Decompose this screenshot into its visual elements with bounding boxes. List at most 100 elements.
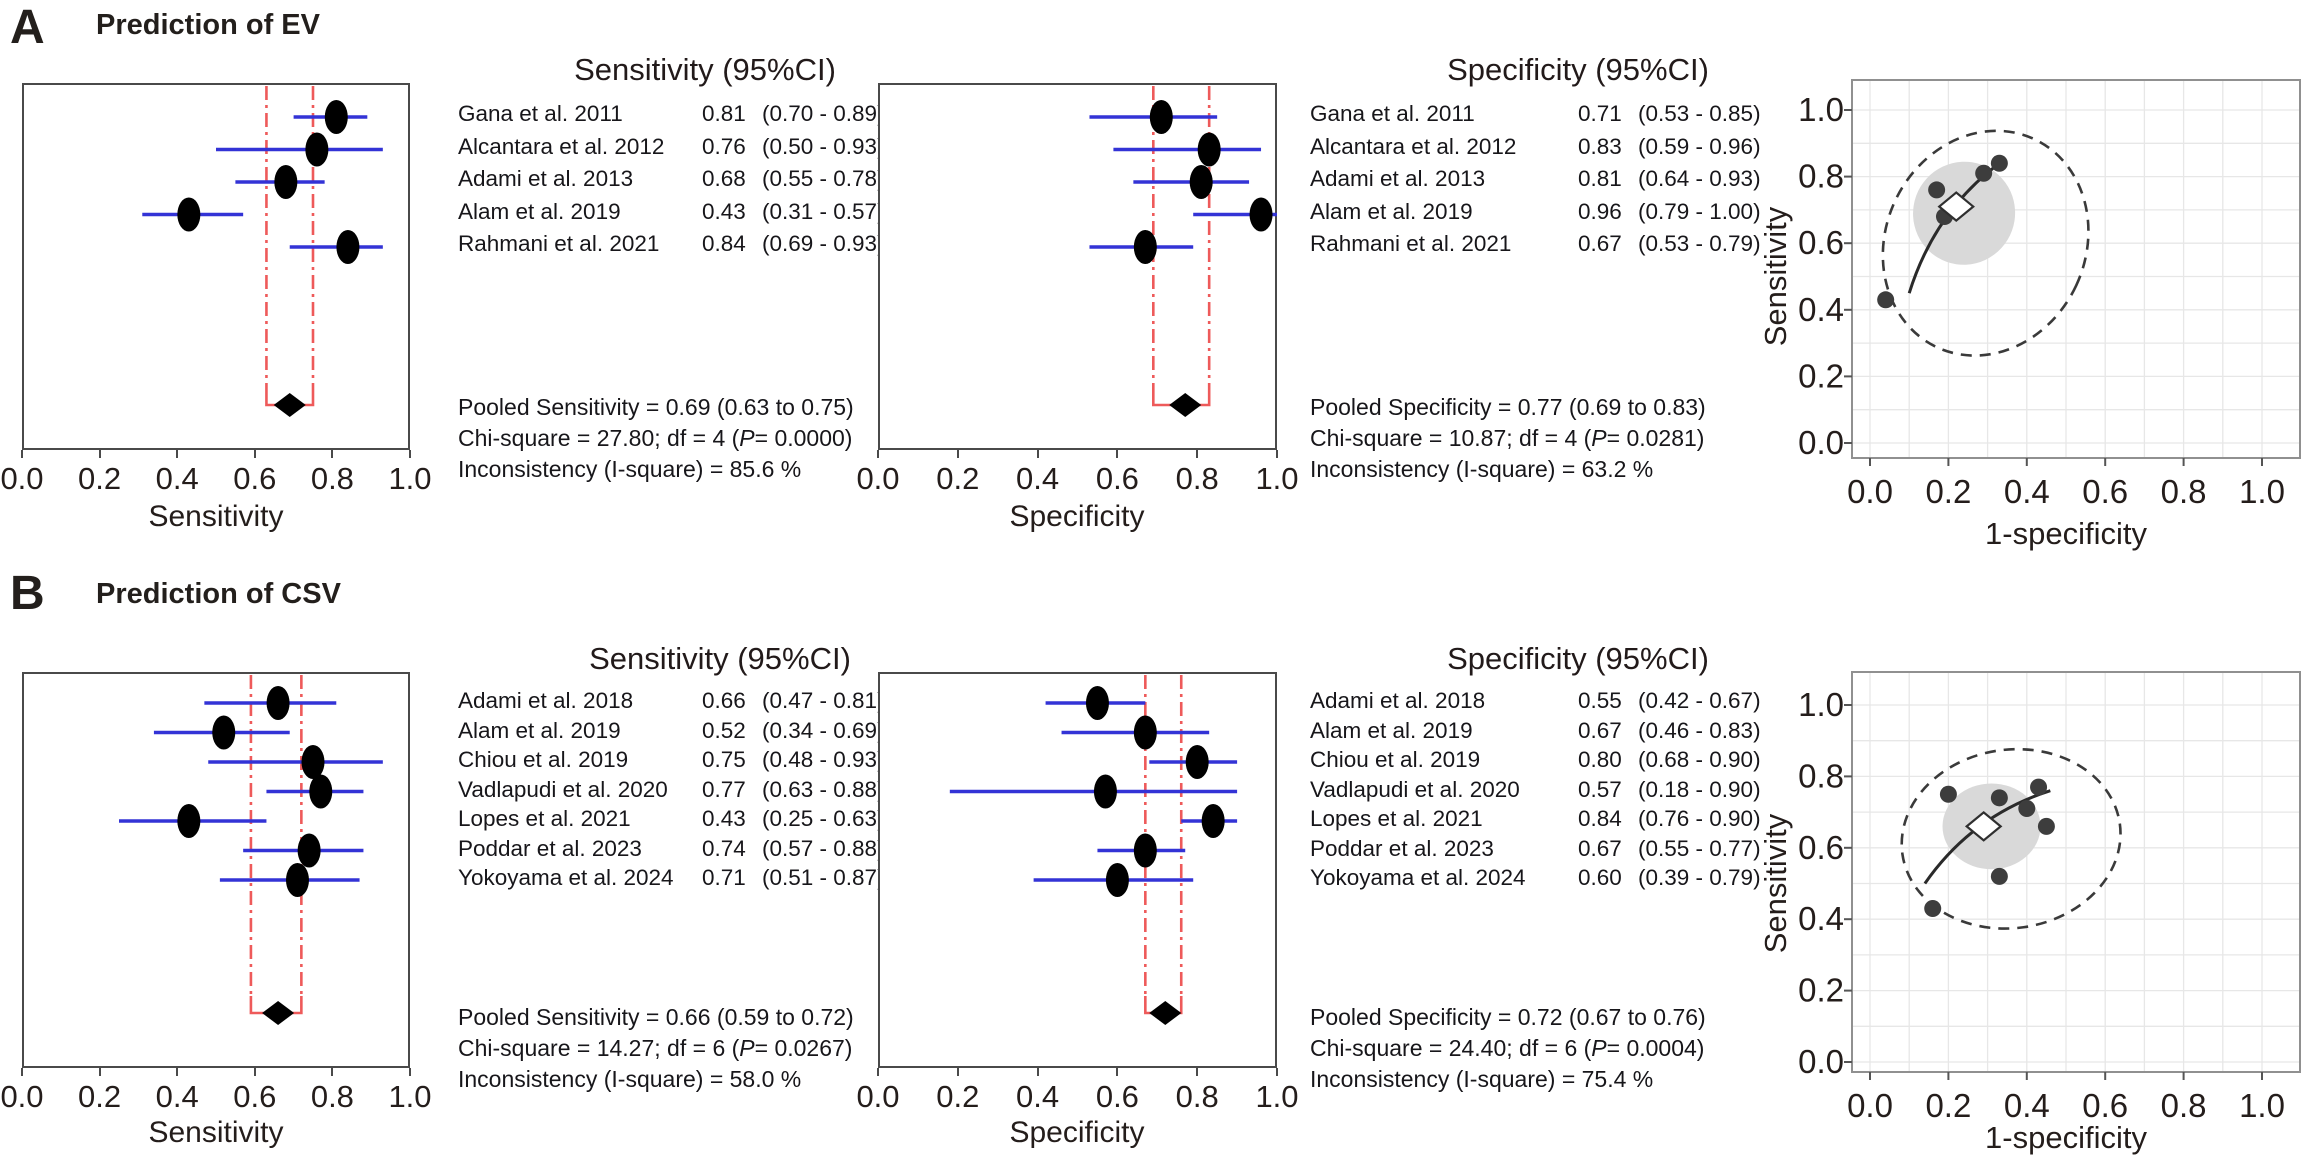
study-row: Chiou et al. 2019 0.75 (0.48 - 0.93) (458, 747, 938, 777)
study-point-marker (266, 686, 290, 720)
study-point-marker (1133, 715, 1157, 750)
axis-tick-label: 1.0 (1255, 461, 1299, 496)
axis-tick-label: 0.2 (78, 461, 122, 496)
x-axis-tick-label: 0.0 (1847, 473, 1893, 510)
study-name: Lopes et al. 2021 (1310, 806, 1483, 831)
study-point-marker (285, 863, 309, 897)
study-point-marker (1133, 230, 1157, 264)
axis-tick-label: 0.0 (856, 461, 900, 496)
inconsistency-line: Inconsistency (I-square) = 63.2 % (1310, 456, 1654, 482)
panel-a-label: A (10, 1, 45, 54)
study-point (2030, 778, 2048, 796)
inconsistency-line: Inconsistency (I-square) = 75.4 % (1310, 1066, 1654, 1092)
summary-point-diamond (1937, 191, 1975, 222)
plot-frame (1851, 79, 2301, 459)
study-row: Poddar et al. 2023 0.67 (0.55 - 0.77) (1310, 836, 1790, 866)
study-estimate: 0.67 (1578, 231, 1622, 256)
axis-tick-label: 0.0 (0, 461, 44, 496)
x-axis-tick-label: 0.4 (2004, 1087, 2050, 1124)
x-axis-tick-label: 0.4 (2004, 473, 2050, 510)
study-estimate: 0.52 (702, 717, 746, 743)
study-name: Vadlapudi et al. 2020 (458, 776, 668, 802)
study-point-marker (1093, 774, 1117, 809)
sroc-plot-a: 0.0 0.2 0.4 0.6 0.8 1.0 0.0 0.2 0.4 0.6 0.8 1.0 1-sp… (1758, 55, 2314, 565)
study-row: Yokoyama et al. 2024 0.60 (0.39 - 0.79) (1310, 865, 1790, 895)
study-name: Yokoyama et al. 2024 (458, 865, 674, 890)
y-axis-title: Sensitivity (1760, 813, 1793, 953)
x-axis-title: Specificity (1009, 1116, 1145, 1149)
prediction-region-ellipse (1900, 747, 2122, 930)
study-name: Vadlapudi et al. 2020 (1310, 776, 1520, 802)
prediction-region-ellipse (1881, 129, 2090, 357)
axis-tick-mark (1116, 450, 1119, 458)
study-name: Adami et al. 2018 (458, 688, 634, 713)
pooled-stats: Pooled Specificity = 0.72 (0.67 to 0.76)… (1310, 1002, 1706, 1095)
study-name: Rahmani et al. 2021 (1310, 231, 1512, 256)
study-estimate: 0.84 (702, 231, 746, 256)
x-axis-tick-label: 0.0 (1847, 1087, 1893, 1124)
study-name: Poddar et al. 2023 (458, 835, 642, 861)
axis-tick-mark (877, 450, 879, 458)
study-point-marker (1133, 833, 1157, 868)
axis-tick-mark (409, 450, 411, 458)
inconsistency-line: Inconsistency (I-square) = 58.0 % (458, 1066, 802, 1092)
study-point-marker (1185, 745, 1209, 779)
study-point-marker (212, 715, 236, 750)
study-point-marker (1105, 863, 1129, 897)
axis-tick-label: 0.8 (1175, 1079, 1219, 1114)
axis-tick-label: 0.4 (155, 1079, 199, 1114)
study-ci: (0.63 - 0.88) (762, 776, 885, 802)
axis-tick-label: 0.4 (1016, 461, 1060, 496)
study-estimate: 0.76 (702, 133, 746, 159)
study-name: Gana et al. 2011 (1310, 101, 1475, 126)
study-point-marker (1085, 686, 1109, 720)
axis-tick-label: 0.2 (78, 1079, 122, 1114)
study-point-marker (274, 165, 298, 199)
axis-tick-mark (956, 450, 959, 458)
chi-square-line: Chi-square = 27.80; df = 4 (P= 0.0000) (458, 425, 853, 451)
panel-b-title: Prediction of CSV (96, 578, 341, 610)
study-ci: (0.53 - 0.85) (1638, 101, 1761, 126)
x-axis-tick-label: 0.2 (1925, 473, 1971, 510)
study-estimate: 0.60 (1578, 865, 1622, 890)
study-row: Adami et al. 2018 0.66 (0.47 - 0.81) (458, 688, 938, 718)
study-row: Lopes et al. 2021 0.84 (0.76 - 0.90) (1310, 806, 1790, 836)
study-estimate: 0.77 (702, 776, 746, 802)
study-estimate: 0.83 (1578, 133, 1622, 159)
x-axis-tick-label: 0.6 (2082, 1087, 2128, 1124)
study-point-marker (336, 230, 360, 264)
study-name: Alam et al. 2019 (458, 198, 621, 224)
x-axis-tick-label: 0.2 (1925, 1087, 1971, 1124)
panel-a-title: Prediction of EV (96, 9, 320, 41)
study-ci: (0.70 - 0.89) (762, 101, 885, 126)
axis-tick-label: 0.4 (155, 461, 199, 496)
p-value-symbol: P (739, 1035, 755, 1061)
study-name: Adami et al. 2013 (1310, 166, 1486, 191)
axis-tick-label: 0.8 (310, 1079, 354, 1114)
x-axis-tick-label: 1.0 (2239, 473, 2285, 510)
axis-tick-label: 0.0 (0, 1079, 44, 1114)
study-estimate: 0.81 (702, 101, 746, 126)
study-name: Alam et al. 2019 (1310, 717, 1473, 743)
axis-tick-mark (1036, 1068, 1039, 1076)
study-point (1990, 789, 2008, 807)
y-axis-tick-label: 0.4 (1798, 900, 1844, 937)
study-ci: (0.46 - 0.83) (1638, 717, 1761, 743)
study-estimate: 0.71 (1578, 101, 1622, 126)
axis-tick-mark (1276, 450, 1278, 458)
y-axis-tick-label: 0.0 (1798, 424, 1844, 461)
forest-plot-area (878, 83, 1277, 455)
axis-tick-mark (1196, 450, 1199, 458)
inconsistency-line: Inconsistency (I-square) = 85.6 % (458, 456, 802, 482)
axis-tick-mark (98, 1068, 101, 1076)
study-row: Alam et al. 2019 0.96 (0.79 - 1.00) (1310, 199, 1790, 229)
study-name: Alcantara et al. 2012 (458, 133, 665, 159)
study-point-marker (1197, 132, 1221, 167)
study-estimate: 0.43 (702, 198, 746, 224)
study-estimate: 0.96 (1578, 198, 1622, 224)
study-ci: (0.50 - 0.93) (762, 133, 885, 159)
study-point-marker (309, 774, 333, 809)
axis-tick-mark (877, 1068, 879, 1076)
study-estimate: 0.71 (702, 865, 746, 890)
study-row: Adami et al. 2013 0.81 (0.64 - 0.93) (1310, 166, 1790, 196)
